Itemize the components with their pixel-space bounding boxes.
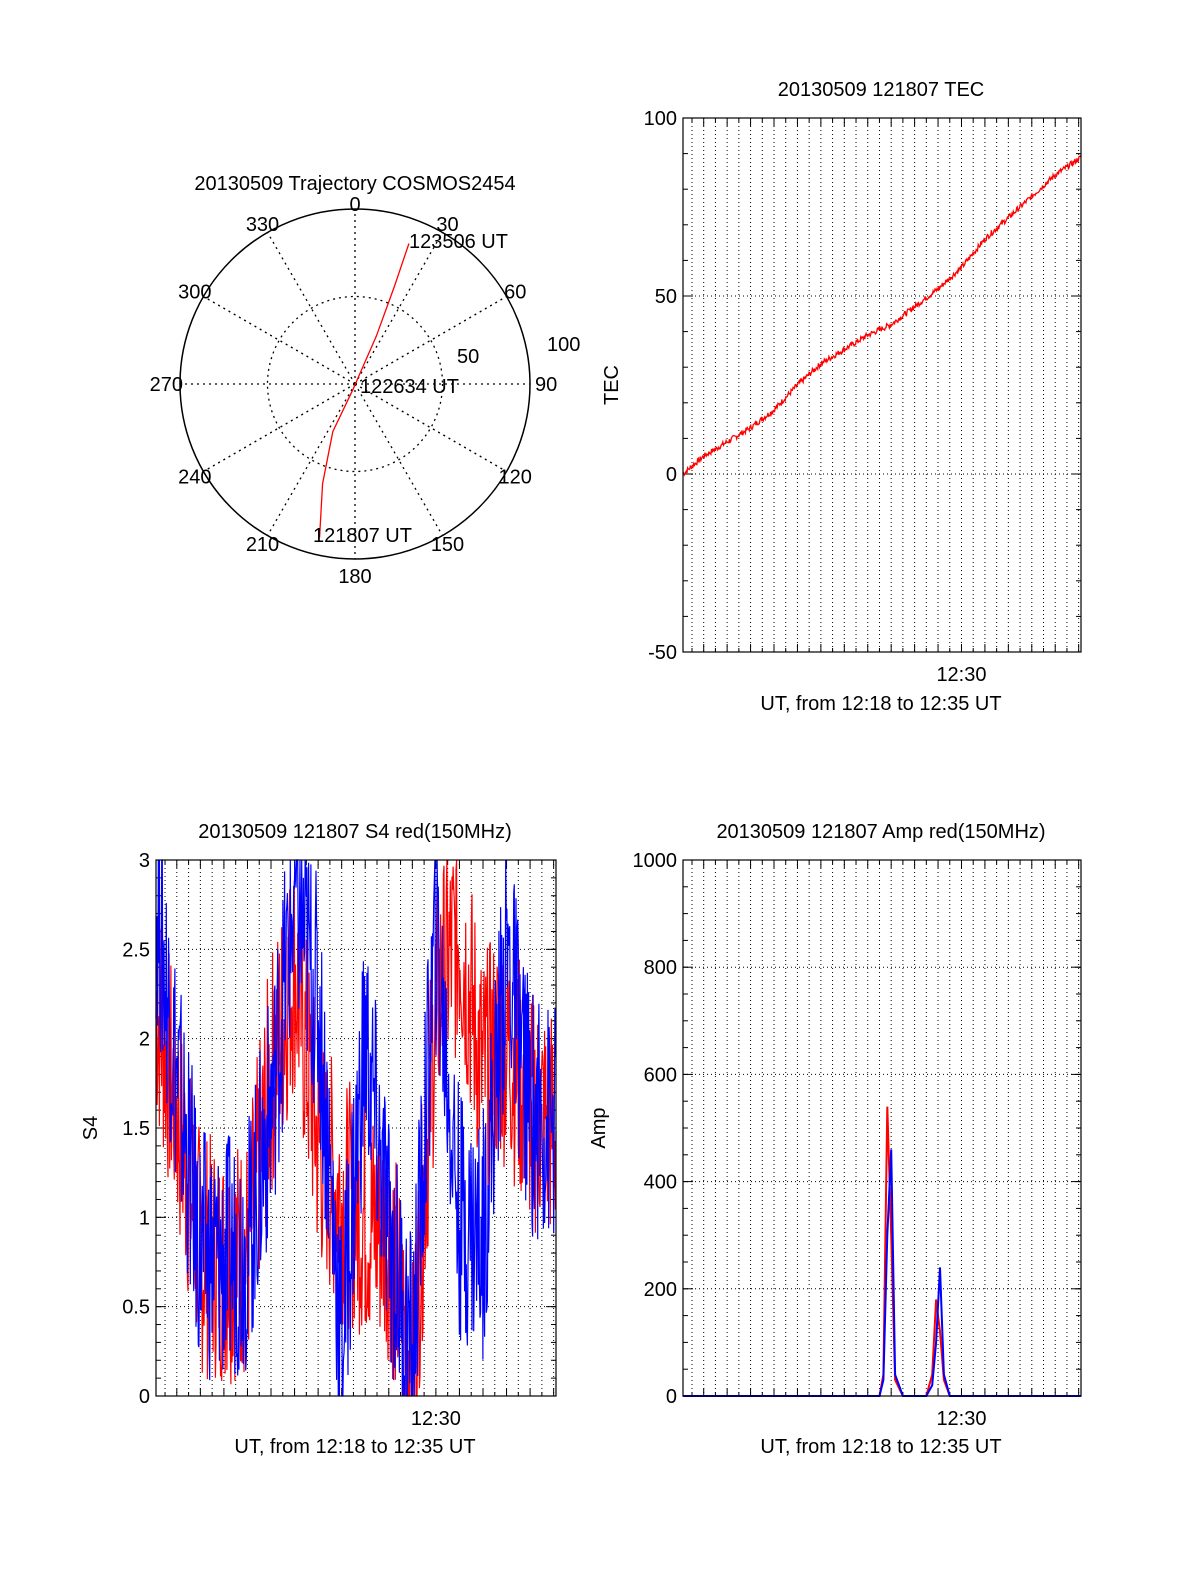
series-group xyxy=(682,154,1082,477)
tec-title: 20130509 121807 TEC xyxy=(778,79,984,101)
tec-panel: 20130509 121807 TEC UT, from 12:18 to 12… xyxy=(601,79,1082,715)
series-line-blue xyxy=(155,859,557,1397)
s4-xlabel: UT, from 12:18 to 12:35 UT xyxy=(234,1436,475,1458)
y-tick-label: 1000 xyxy=(633,850,678,872)
series-group xyxy=(155,859,557,1397)
trajectory-line xyxy=(318,243,410,538)
amp-xlabel: UT, from 12:18 to 12:35 UT xyxy=(760,1436,1001,1458)
tec-ylabel: TEC xyxy=(601,365,623,405)
azimuth-tick-label: 300 xyxy=(178,282,211,304)
amp-plot: 1000 800 600 400 200 0 12:30 xyxy=(633,850,1082,1430)
y-tick-label: 1.5 xyxy=(122,1118,150,1140)
polar-spoke xyxy=(203,383,356,473)
y-tick-label: 400 xyxy=(644,1172,677,1194)
y-tick-label: 1 xyxy=(139,1207,150,1229)
amp-ylabel: Amp xyxy=(588,1107,610,1148)
azimuth-tick-label: 30 xyxy=(436,214,458,236)
plot-frame xyxy=(155,859,557,1397)
tec-plot: 100 50 0 -50 12:30 xyxy=(644,108,1082,686)
s4-panel: 20130509 121807 S4 red(150MHz) UT, from … xyxy=(80,821,557,1458)
series-group xyxy=(683,1106,1081,1397)
s4-ylabel: S4 xyxy=(80,1116,102,1140)
azimuth-tick-label: 0 xyxy=(349,194,360,216)
tec-xlabel: UT, from 12:18 to 12:35 UT xyxy=(760,693,1001,715)
trajectory-mid-label: 122634 UT xyxy=(360,376,459,398)
radial-tick-label: 100 xyxy=(547,334,580,356)
azimuth-tick-label: 270 xyxy=(150,374,183,396)
polar-grid-circle xyxy=(266,295,444,473)
polar-plot: 0 30 60 90 120 150 180 210 240 270 300 330 50 100 1235… xyxy=(150,194,581,588)
azimuth-tick-label: 60 xyxy=(504,282,526,304)
azimuth-tick-label: 90 xyxy=(535,374,557,396)
y-tick-label: 0 xyxy=(666,1386,677,1408)
polar-spoke xyxy=(354,383,507,473)
series-line-red xyxy=(682,154,1082,477)
series-line-red xyxy=(683,1106,1081,1397)
series-line-blue xyxy=(683,1149,1081,1397)
y-tick-label: -50 xyxy=(648,642,677,664)
polar-trajectory-panel: 20130509 Trajectory COSMOS2454 0 30 60 90 12… xyxy=(150,173,581,588)
trajectory-end-label: 123506 UT xyxy=(409,231,508,253)
y-tick-label: 100 xyxy=(644,108,677,130)
polar-spoke xyxy=(354,232,444,385)
y-tick-label: 200 xyxy=(644,1279,677,1301)
plot-frame xyxy=(682,117,1082,653)
trajectory-start-label: 121807 UT xyxy=(313,525,412,547)
y-tick-label: 2 xyxy=(139,1029,150,1051)
y-tick-label: 2.5 xyxy=(122,939,150,961)
s4-title: 20130509 121807 S4 red(150MHz) xyxy=(198,821,512,843)
polar-title: 20130509 Trajectory COSMOS2454 xyxy=(194,173,515,195)
polar-spoke xyxy=(354,295,507,385)
azimuth-tick-label: 120 xyxy=(499,467,532,489)
azimuth-tick-label: 210 xyxy=(246,534,279,556)
y-tick-label: 800 xyxy=(644,957,677,979)
y-tick-label: 0.5 xyxy=(122,1297,150,1319)
x-tick-label: 12:30 xyxy=(936,664,986,686)
polar-spoke xyxy=(203,295,356,385)
azimuth-tick-label: 330 xyxy=(246,214,279,236)
plot-frame xyxy=(682,859,1082,1397)
azimuth-tick-label: 150 xyxy=(431,534,464,556)
y-tick-label: 3 xyxy=(139,850,150,872)
azimuth-tick-label: 180 xyxy=(338,566,371,588)
amp-panel: 20130509 121807 Amp red(150MHz) UT, from… xyxy=(588,821,1082,1458)
polar-spoke xyxy=(266,383,356,536)
amp-title: 20130509 121807 Amp red(150MHz) xyxy=(716,821,1045,843)
x-tick-label: 12:30 xyxy=(936,1408,986,1430)
y-tick-label: 0 xyxy=(666,464,677,486)
x-tick-label: 12:30 xyxy=(411,1408,461,1430)
y-tick-label: 50 xyxy=(655,286,677,308)
polar-spoke xyxy=(266,232,356,385)
azimuth-tick-label: 240 xyxy=(178,467,211,489)
polar-spoke xyxy=(354,383,444,536)
s4-plot: 3 2.5 2 1.5 1 0.5 0 12:30 xyxy=(122,850,557,1430)
radial-tick-label: 50 xyxy=(457,346,479,368)
y-tick-label: 0 xyxy=(139,1386,150,1408)
y-tick-label: 600 xyxy=(644,1064,677,1086)
